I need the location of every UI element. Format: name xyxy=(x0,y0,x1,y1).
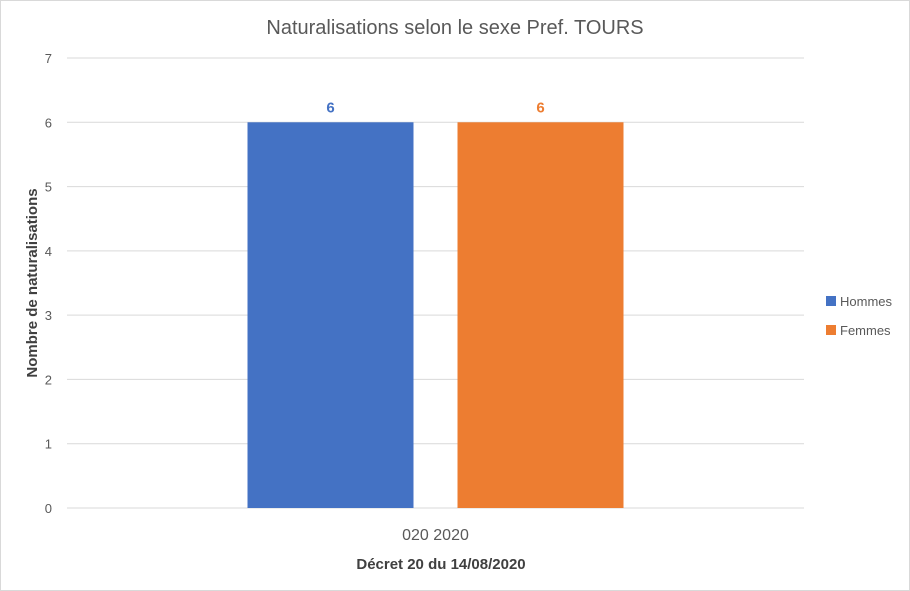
y-tick-label: 3 xyxy=(45,308,52,323)
x-axis-categories: 020 2020 xyxy=(402,527,469,544)
y-tick-label: 0 xyxy=(45,501,52,516)
bars xyxy=(247,122,624,509)
y-tick-label: 6 xyxy=(45,115,52,130)
data-label-hommes: 6 xyxy=(326,99,334,116)
x-axis-title: Décret 20 du 14/08/2020 xyxy=(356,556,525,573)
y-tick-label: 7 xyxy=(45,51,52,66)
x-category-label: 020 2020 xyxy=(402,527,469,544)
legend-swatch-femmes xyxy=(826,325,836,335)
legend-label-hommes: Hommes xyxy=(840,294,893,309)
legend-label-femmes: Femmes xyxy=(840,323,891,338)
gridlines xyxy=(67,57,804,509)
bar-hommes xyxy=(247,122,414,509)
bar-femmes xyxy=(457,122,624,509)
data-label-femmes: 6 xyxy=(536,99,544,116)
chart-title: Naturalisations selon le sexe Pref. TOUR… xyxy=(266,17,643,39)
legend: Hommes Femmes xyxy=(826,294,893,338)
y-tick-label: 5 xyxy=(45,180,52,195)
legend-swatch-hommes xyxy=(826,296,836,306)
y-axis-ticks: 0 1 2 3 4 5 6 7 xyxy=(45,51,52,516)
y-axis-title: Nombre de naturalisations xyxy=(24,188,41,377)
y-tick-label: 1 xyxy=(45,437,52,452)
y-tick-label: 2 xyxy=(45,372,52,387)
y-tick-label: 4 xyxy=(45,244,52,259)
